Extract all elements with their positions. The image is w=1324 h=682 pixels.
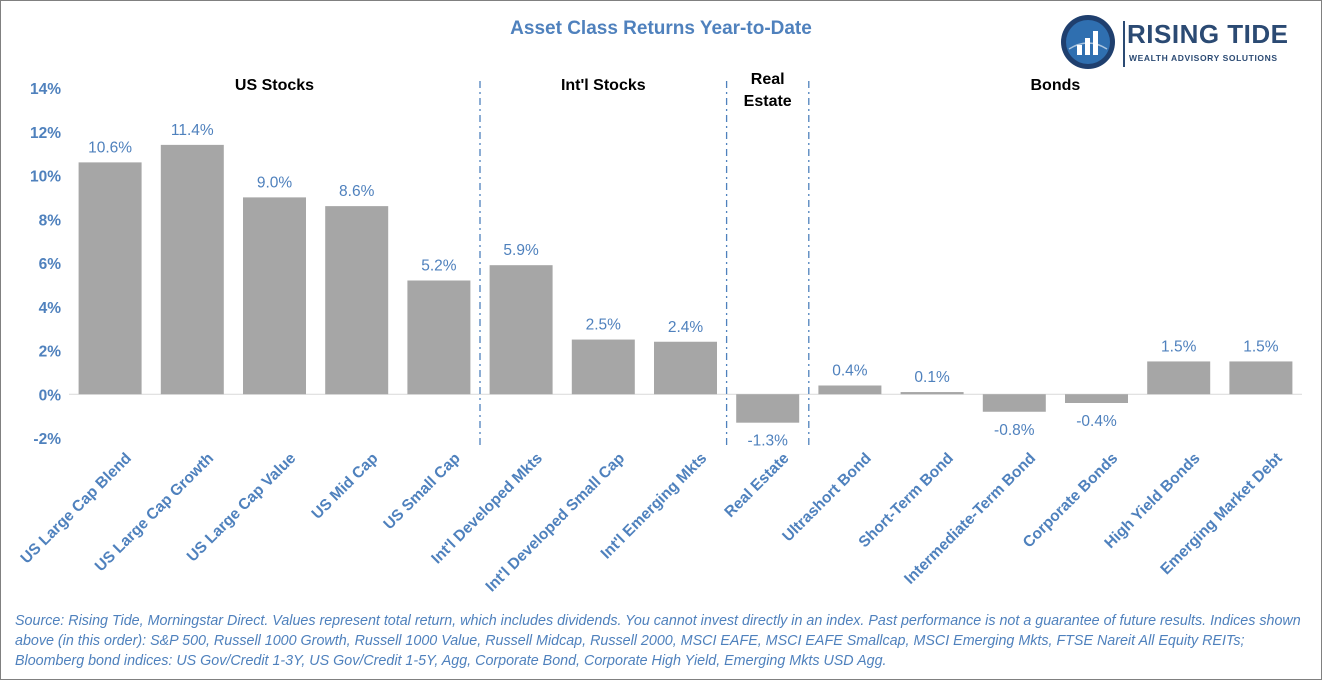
y-tick-label: 14%: [30, 81, 61, 98]
group-label: US Stocks: [235, 77, 314, 94]
group-label: Real: [751, 71, 785, 88]
data-label: 0.1%: [914, 369, 950, 386]
bar-chart-globe-icon: [1061, 15, 1115, 69]
data-label: -0.8%: [994, 422, 1035, 439]
bar: [1065, 394, 1128, 403]
y-tick-label: 6%: [39, 256, 62, 273]
logo-tagline: WEALTH ADVISORY SOLUTIONS: [1129, 53, 1278, 63]
bar: [654, 341, 717, 395]
source-note: Source: Rising Tide, Morningstar Direct.…: [15, 613, 1301, 669]
bar: [489, 265, 553, 395]
rising-tide-logo: RISING TIDE WEALTH ADVISORY SOLUTIONS: [1059, 13, 1315, 77]
data-label: 0.4%: [832, 363, 868, 380]
data-label: 5.9%: [503, 242, 539, 259]
data-label: 8.6%: [339, 183, 375, 200]
y-tick-label: 0%: [39, 387, 62, 404]
category-label: US Mid Cap: [309, 450, 382, 523]
data-label: -0.4%: [1076, 413, 1117, 430]
category-label: Real Estate: [721, 450, 792, 521]
bar: [407, 280, 471, 395]
logo-name: RISING TIDE: [1127, 19, 1289, 49]
chart-title: Asset Class Returns Year-to-Date: [510, 18, 812, 39]
bar-chart: 14%12%10%8%6%4%2%0%-2%10.6%US Large Cap …: [18, 71, 1302, 596]
data-label: 11.4%: [171, 122, 214, 139]
group-label: Bonds: [1031, 77, 1081, 94]
logo-divider: [1123, 21, 1125, 67]
bar: [1147, 361, 1211, 395]
category-label: US Small Cap: [380, 450, 463, 533]
y-tick-label: 4%: [39, 300, 62, 317]
bar: [78, 162, 142, 395]
bar: [571, 339, 635, 395]
category-label: Int'l Developed Small Cap: [483, 450, 629, 596]
bar: [243, 197, 306, 395]
data-label: 2.4%: [668, 319, 704, 336]
y-tick-label: 2%: [39, 344, 62, 361]
y-tick-label: -2%: [33, 431, 61, 448]
group-label: Estate: [744, 93, 792, 110]
bar: [1229, 361, 1293, 395]
y-tick-label: 10%: [30, 169, 61, 186]
bar: [818, 385, 882, 395]
data-label: -1.3%: [747, 433, 788, 450]
bar: [325, 206, 389, 395]
data-label: 1.5%: [1161, 338, 1197, 355]
bar: [160, 144, 224, 395]
bar: [900, 392, 964, 395]
y-tick-label: 8%: [39, 212, 62, 229]
bar: [982, 394, 1046, 412]
y-tick-label: 12%: [30, 125, 61, 142]
bar: [736, 394, 800, 423]
category-label: Intermediate-Term Bond: [901, 450, 1039, 588]
data-label: 2.5%: [586, 317, 622, 334]
data-label: 5.2%: [421, 258, 457, 275]
data-label: 1.5%: [1243, 338, 1279, 355]
group-label: Int'l Stocks: [561, 77, 646, 94]
data-label: 9.0%: [257, 174, 293, 191]
category-label: Ultrashort Bond: [779, 450, 874, 545]
data-label: 10.6%: [88, 139, 132, 156]
